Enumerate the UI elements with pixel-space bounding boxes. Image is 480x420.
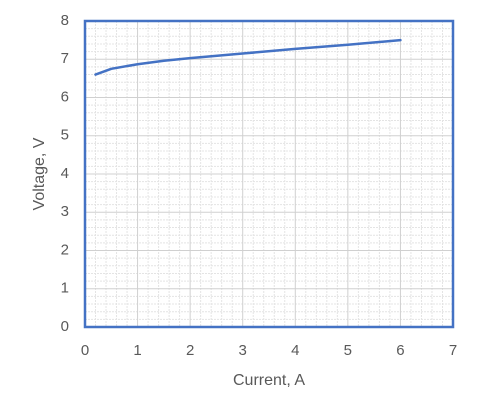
x-axis-title: Current, A xyxy=(233,372,305,389)
y-tick-label: 3 xyxy=(61,203,69,220)
y-tick-label: 2 xyxy=(61,241,69,258)
x-tick-label: 7 xyxy=(449,342,457,359)
y-tick-label: 0 xyxy=(61,318,69,335)
x-tick-label: 6 xyxy=(396,342,404,359)
y-tick-label: 1 xyxy=(61,280,69,297)
x-tick-label: 3 xyxy=(239,342,247,359)
y-tick-label: 4 xyxy=(61,165,69,182)
y-tick-label: 6 xyxy=(61,88,69,105)
y-axis-title: Voltage, V xyxy=(31,137,48,210)
x-tick-label: 0 xyxy=(81,342,89,359)
x-tick-label: 5 xyxy=(344,342,352,359)
plot-border xyxy=(83,19,455,329)
x-tick-label: 2 xyxy=(186,342,194,359)
y-tick-label: 8 xyxy=(61,12,69,29)
y-tick-label: 7 xyxy=(61,50,69,67)
x-tick-label: 1 xyxy=(133,342,141,359)
y-tick-label: 5 xyxy=(61,127,69,144)
x-tick-label: 4 xyxy=(291,342,299,359)
data-line xyxy=(94,38,402,76)
